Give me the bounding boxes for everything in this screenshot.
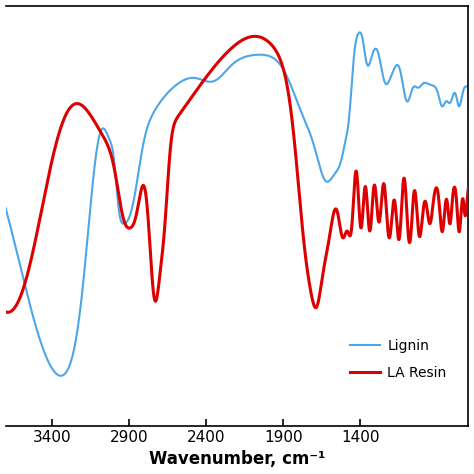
Legend: Lignin, LA Resin: Lignin, LA Resin: [345, 334, 452, 385]
X-axis label: Wavenumber, cm⁻¹: Wavenumber, cm⁻¹: [149, 450, 325, 468]
